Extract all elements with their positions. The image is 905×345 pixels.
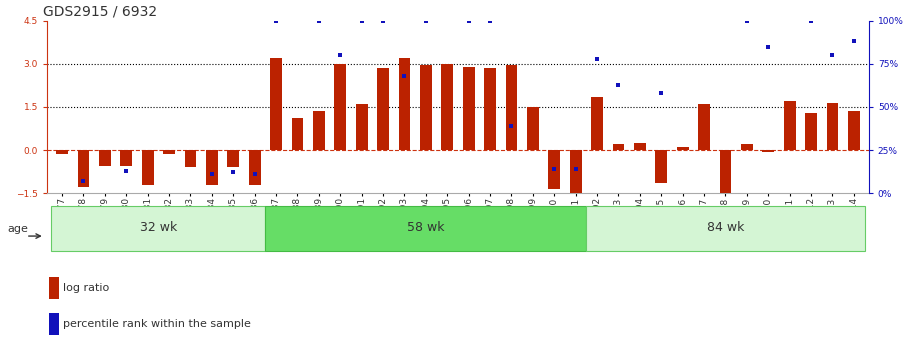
Bar xyxy=(356,104,367,150)
Bar xyxy=(271,58,282,150)
Bar xyxy=(442,64,453,150)
Bar xyxy=(398,58,410,150)
Bar xyxy=(78,150,90,187)
Bar xyxy=(762,150,774,151)
Bar xyxy=(249,150,261,185)
Text: GDS2915 / 6932: GDS2915 / 6932 xyxy=(43,4,157,18)
Bar xyxy=(185,150,196,167)
Bar xyxy=(291,118,303,150)
Bar xyxy=(527,107,538,150)
Text: 84 wk: 84 wk xyxy=(707,221,744,234)
Bar xyxy=(677,147,689,150)
Bar xyxy=(462,67,474,150)
Bar xyxy=(548,150,560,189)
Bar xyxy=(741,144,753,150)
Bar xyxy=(49,277,60,299)
Bar xyxy=(142,150,154,185)
FancyBboxPatch shape xyxy=(52,206,265,251)
Bar xyxy=(377,68,389,150)
Bar xyxy=(227,150,239,167)
FancyBboxPatch shape xyxy=(265,206,586,251)
Bar xyxy=(56,150,68,154)
Text: log ratio: log ratio xyxy=(63,283,110,293)
Bar xyxy=(613,144,624,150)
Bar xyxy=(206,150,218,185)
Text: percentile rank within the sample: percentile rank within the sample xyxy=(63,319,251,329)
Bar xyxy=(805,113,817,150)
Bar xyxy=(506,65,518,150)
Bar xyxy=(634,143,645,150)
Bar xyxy=(655,150,667,183)
Bar xyxy=(698,104,710,150)
Bar xyxy=(848,111,860,150)
Bar xyxy=(719,150,731,193)
Bar xyxy=(591,97,603,150)
Text: 58 wk: 58 wk xyxy=(407,221,444,234)
Text: 32 wk: 32 wk xyxy=(139,221,177,234)
Bar xyxy=(420,65,432,150)
Bar xyxy=(826,103,838,150)
Bar xyxy=(49,313,60,335)
Bar xyxy=(784,101,795,150)
Text: age: age xyxy=(7,225,28,234)
Bar xyxy=(120,150,132,166)
Bar xyxy=(313,111,325,150)
Bar xyxy=(334,64,346,150)
Bar xyxy=(570,150,582,193)
Bar xyxy=(99,150,110,166)
Bar xyxy=(484,68,496,150)
Bar xyxy=(163,150,175,154)
FancyBboxPatch shape xyxy=(586,206,864,251)
